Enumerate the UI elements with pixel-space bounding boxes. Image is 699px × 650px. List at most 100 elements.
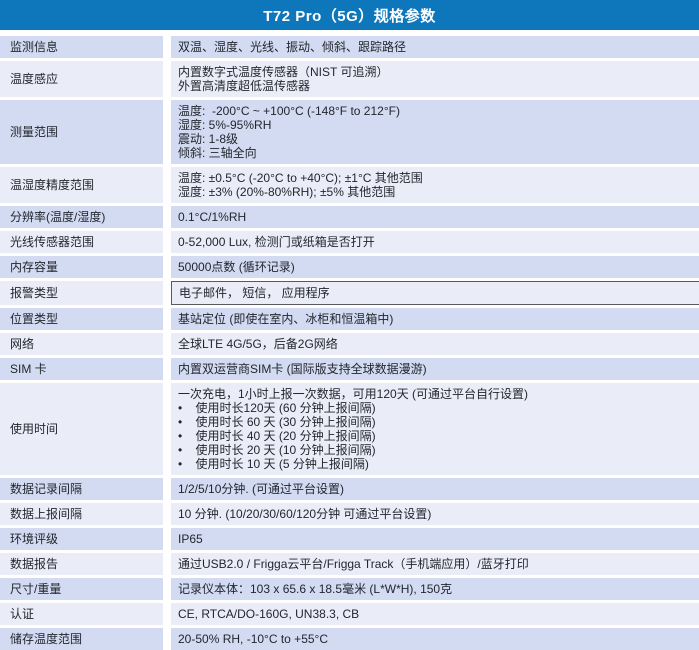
spec-value-line: 震动: 1-8级 xyxy=(178,132,239,146)
column-divider xyxy=(163,383,171,475)
column-divider xyxy=(163,603,171,625)
spec-value: 50000点数 (循环记录) xyxy=(171,256,699,278)
column-divider xyxy=(163,528,171,550)
spec-label: 测量范围 xyxy=(0,100,163,164)
spec-value: 0-52,000 Lux, 检测门或纸箱是否打开 xyxy=(171,231,699,253)
column-divider xyxy=(163,308,171,330)
spec-value: 温度: ±0.5°C (-20°C to +40°C); ±1°C 其他范围 湿度… xyxy=(171,167,699,203)
column-divider xyxy=(163,478,171,500)
table-row: 监测信息 双温、湿度、光线、振动、倾斜、跟踪路径 xyxy=(0,36,699,58)
spec-label: SIM 卡 xyxy=(0,358,163,380)
column-divider xyxy=(163,281,171,305)
table-row: 分辨率(温度/湿度) 0.1°C/1%RH xyxy=(0,206,699,228)
table-row: 温度感应 内置数字式温度传感器（NIST 可追溯） 外置高清度超低温传感器 xyxy=(0,61,699,97)
spec-value-line: 50000点数 (循环记录) xyxy=(178,260,295,274)
table-row: 位置类型 基站定位 (即使在室内、冰柜和恒温箱中) xyxy=(0,308,699,330)
column-divider xyxy=(163,578,171,600)
spec-value-line: 倾斜: 三轴全向 xyxy=(178,146,257,160)
spec-value-line: 20-50% RH, -10°C to +55°C xyxy=(178,632,328,646)
spec-value-line: 湿度: ±3% (20%-80%RH); ±5% 其他范围 xyxy=(178,185,396,199)
spec-label: 监测信息 xyxy=(0,36,163,58)
spec-label: 数据记录间隔 xyxy=(0,478,163,500)
spec-label: 内存容量 xyxy=(0,256,163,278)
table-row: 认证 CE, RTCA/DO-160G, UN38.3, CB xyxy=(0,603,699,625)
spec-label: 温度感应 xyxy=(0,61,163,97)
spec-table: 监测信息 双温、湿度、光线、振动、倾斜、跟踪路径 温度感应 内置数字式温度传感器… xyxy=(0,36,699,650)
table-row: 数据记录间隔 1/2/5/10分钟. (可通过平台设置) xyxy=(0,478,699,500)
spec-value: 全球LTE 4G/5G，后备2G网络 xyxy=(171,333,699,355)
spec-value-line: • 使用时长 10 天 (5 分钟上报间隔) xyxy=(178,457,369,471)
spec-value: 温度: -200°C ~ +100°C (-148°F to 212°F) 湿度:… xyxy=(171,100,699,164)
spec-value-line: 一次充电，1小时上报一次数据，可用120天 (可通过平台自行设置) xyxy=(178,387,529,401)
column-divider xyxy=(163,231,171,253)
table-row: 网络 全球LTE 4G/5G，后备2G网络 xyxy=(0,333,699,355)
spec-label: 温湿度精度范围 xyxy=(0,167,163,203)
spec-value-line: CE, RTCA/DO-160G, UN38.3, CB xyxy=(178,607,360,621)
column-divider xyxy=(163,61,171,97)
spec-value-line: 10 分钟. (10/20/30/60/120分钟 可通过平台设置) xyxy=(178,507,432,521)
table-row: 测量范围 温度: -200°C ~ +100°C (-148°F to 212°… xyxy=(0,100,699,164)
spec-value-line: • 使用时长120天 (60 分钟上报间隔) xyxy=(178,401,376,415)
table-row: 储存温度范围 20-50% RH, -10°C to +55°C xyxy=(0,628,699,650)
spec-value-line: 内置双运营商SIM卡 (国际版支持全球数据漫游) xyxy=(178,362,427,376)
spec-value-line: 0-52,000 Lux, 检测门或纸箱是否打开 xyxy=(178,235,375,249)
table-row: 数据报告 通过USB2.0 / Frigga云平台/Frigga Track（手… xyxy=(0,553,699,575)
spec-value-line: • 使用时长 40 天 (20 分钟上报间隔) xyxy=(178,429,376,443)
spec-value: 内置双运营商SIM卡 (国际版支持全球数据漫游) xyxy=(171,358,699,380)
column-divider xyxy=(163,628,171,650)
spec-value: 20-50% RH, -10°C to +55°C xyxy=(171,628,699,650)
spec-value-line: 基站定位 (即使在室内、冰柜和恒温箱中) xyxy=(178,312,394,326)
spec-label: 报警类型 xyxy=(0,281,163,305)
spec-value: 10 分钟. (10/20/30/60/120分钟 可通过平台设置) xyxy=(171,503,699,525)
table-row: 尺寸/重量 记录仪本体：103 x 65.6 x 18.5毫米 (L*W*H),… xyxy=(0,578,699,600)
spec-label: 数据上报间隔 xyxy=(0,503,163,525)
spec-value: 一次充电，1小时上报一次数据，可用120天 (可通过平台自行设置) • 使用时长1… xyxy=(171,383,699,475)
spec-value: IP65 xyxy=(171,528,699,550)
spec-label: 环境评级 xyxy=(0,528,163,550)
spec-value: 双温、湿度、光线、振动、倾斜、跟踪路径 xyxy=(171,36,699,58)
spec-value: 1/2/5/10分钟. (可通过平台设置) xyxy=(171,478,699,500)
table-row: 报警类型 电子邮件， 短信， 应用程序 xyxy=(0,281,699,305)
column-divider xyxy=(163,333,171,355)
spec-value: 基站定位 (即使在室内、冰柜和恒温箱中) xyxy=(171,308,699,330)
spec-value-line: 1/2/5/10分钟. (可通过平台设置) xyxy=(178,482,345,496)
spec-value-line: 湿度: 5%-95%RH xyxy=(178,118,272,132)
spec-value-line: 通过USB2.0 / Frigga云平台/Frigga Track（手机端应用）… xyxy=(178,557,529,571)
column-divider xyxy=(163,36,171,58)
spec-value-line: 内置数字式温度传感器（NIST 可追溯） xyxy=(178,65,389,79)
spec-value: 通过USB2.0 / Frigga云平台/Frigga Track（手机端应用）… xyxy=(171,553,699,575)
table-row: 使用时间 一次充电，1小时上报一次数据，可用120天 (可通过平台自行设置) • … xyxy=(0,383,699,475)
column-divider xyxy=(163,100,171,164)
spec-value-line: 温度: -200°C ~ +100°C (-148°F to 212°F) xyxy=(178,104,400,118)
spec-label: 尺寸/重量 xyxy=(0,578,163,600)
spec-value-line: 全球LTE 4G/5G，后备2G网络 xyxy=(178,337,338,351)
table-row: 内存容量 50000点数 (循环记录) xyxy=(0,256,699,278)
column-divider xyxy=(163,553,171,575)
spec-label: 网络 xyxy=(0,333,163,355)
spec-value-line: 记录仪本体：103 x 65.6 x 18.5毫米 (L*W*H), 150克 xyxy=(178,582,453,596)
table-row: 数据上报间隔 10 分钟. (10/20/30/60/120分钟 可通过平台设置… xyxy=(0,503,699,525)
spec-label: 使用时间 xyxy=(0,383,163,475)
spec-value: CE, RTCA/DO-160G, UN38.3, CB xyxy=(171,603,699,625)
spec-label: 储存温度范围 xyxy=(0,628,163,650)
column-divider xyxy=(163,358,171,380)
column-divider xyxy=(163,167,171,203)
spec-value-line: 电子邮件， 短信， 应用程序 xyxy=(179,286,330,300)
table-row: SIM 卡 内置双运营商SIM卡 (国际版支持全球数据漫游) xyxy=(0,358,699,380)
table-row: 光线传感器范围 0-52,000 Lux, 检测门或纸箱是否打开 xyxy=(0,231,699,253)
spec-value-line: • 使用时长 60 天 (30 分钟上报间隔) xyxy=(178,415,376,429)
spec-value: 记录仪本体：103 x 65.6 x 18.5毫米 (L*W*H), 150克 xyxy=(171,578,699,600)
spec-label: 分辨率(温度/湿度) xyxy=(0,206,163,228)
spec-value-line: • 使用时长 20 天 (10 分钟上报间隔) xyxy=(178,443,376,457)
spec-value: 0.1°C/1%RH xyxy=(171,206,699,228)
table-row: 环境评级 IP65 xyxy=(0,528,699,550)
spec-value: 电子邮件， 短信， 应用程序 xyxy=(171,281,699,305)
spec-label: 认证 xyxy=(0,603,163,625)
spec-value-line: IP65 xyxy=(178,532,203,546)
spec-value: 内置数字式温度传感器（NIST 可追溯） 外置高清度超低温传感器 xyxy=(171,61,699,97)
spec-value-line: 温度: ±0.5°C (-20°C to +40°C); ±1°C 其他范围 xyxy=(178,171,423,185)
spec-value-line: 双温、湿度、光线、振动、倾斜、跟踪路径 xyxy=(178,40,407,54)
spec-value-line: 0.1°C/1%RH xyxy=(178,210,247,224)
spec-label: 位置类型 xyxy=(0,308,163,330)
spec-label: 数据报告 xyxy=(0,553,163,575)
